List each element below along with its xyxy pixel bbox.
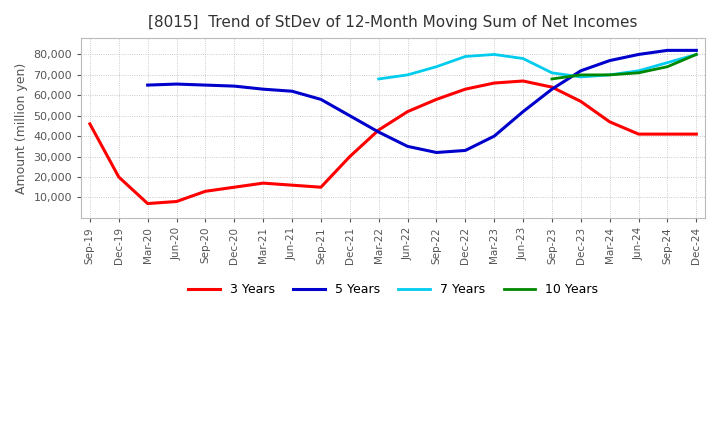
Line: 10 Years: 10 Years [552, 55, 696, 79]
5 Years [634, 52, 643, 57]
3 Years [288, 183, 297, 188]
5 Years [403, 144, 412, 149]
3 Years [143, 201, 152, 206]
10 Years [663, 64, 672, 70]
5 Years [432, 150, 441, 155]
3 Years [114, 174, 123, 180]
7 Years [490, 52, 498, 57]
7 Years [692, 52, 701, 57]
10 Years [692, 52, 701, 57]
10 Years [634, 70, 643, 76]
3 Years [403, 109, 412, 114]
5 Years [288, 88, 297, 94]
3 Years [606, 119, 614, 125]
5 Years [172, 81, 181, 87]
5 Years [201, 82, 210, 88]
7 Years [577, 74, 585, 80]
10 Years [548, 76, 557, 81]
5 Years [143, 82, 152, 88]
Line: 7 Years: 7 Years [379, 55, 696, 79]
3 Years [317, 184, 325, 190]
10 Years [577, 72, 585, 77]
7 Years [432, 64, 441, 70]
Line: 5 Years: 5 Years [148, 50, 696, 153]
5 Years [374, 129, 383, 135]
7 Years [634, 68, 643, 73]
3 Years [461, 87, 469, 92]
5 Years [258, 87, 267, 92]
3 Years [432, 97, 441, 102]
5 Years [230, 84, 238, 89]
Y-axis label: Amount (million yen): Amount (million yen) [15, 62, 28, 194]
3 Years [634, 132, 643, 137]
5 Years [317, 97, 325, 102]
3 Years [692, 132, 701, 137]
5 Years [346, 113, 354, 118]
5 Years [663, 48, 672, 53]
3 Years [548, 84, 557, 90]
3 Years [577, 99, 585, 104]
3 Years [258, 180, 267, 186]
Legend: 3 Years, 5 Years, 7 Years, 10 Years: 3 Years, 5 Years, 7 Years, 10 Years [184, 279, 603, 301]
5 Years [692, 48, 701, 53]
10 Years [606, 72, 614, 77]
7 Years [663, 60, 672, 65]
5 Years [548, 87, 557, 92]
3 Years [490, 81, 498, 86]
3 Years [663, 132, 672, 137]
3 Years [374, 128, 383, 133]
5 Years [490, 133, 498, 139]
5 Years [461, 148, 469, 153]
Line: 3 Years: 3 Years [90, 81, 696, 204]
5 Years [606, 58, 614, 63]
Title: [8015]  Trend of StDev of 12-Month Moving Sum of Net Incomes: [8015] Trend of StDev of 12-Month Moving… [148, 15, 638, 30]
5 Years [577, 68, 585, 73]
7 Years [374, 76, 383, 81]
7 Years [403, 72, 412, 77]
7 Years [606, 72, 614, 77]
3 Years [201, 189, 210, 194]
3 Years [86, 121, 94, 127]
7 Years [548, 70, 557, 76]
3 Years [172, 199, 181, 204]
5 Years [518, 109, 527, 114]
3 Years [346, 154, 354, 159]
3 Years [518, 78, 527, 84]
7 Years [518, 56, 527, 61]
3 Years [230, 184, 238, 190]
7 Years [461, 54, 469, 59]
